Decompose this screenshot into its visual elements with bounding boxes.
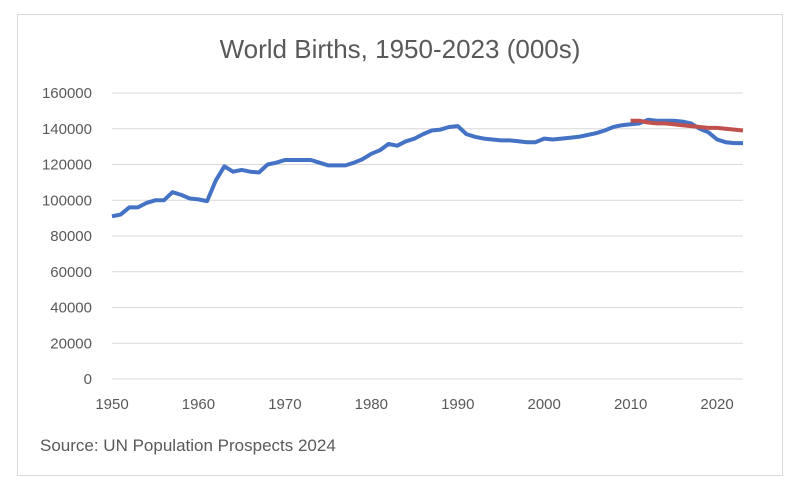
source-note: Source: UN Population Prospects 2024 [40,436,336,455]
x-tick-label: 1950 [95,396,128,413]
x-tick-label: 2000 [528,396,561,413]
series-line-2 [630,118,744,133]
x-tick-label: 1960 [182,396,215,413]
x-tick-label: 2010 [614,396,647,413]
y-tick-label: 140000 [42,121,92,138]
x-axis-labels: 1950 1960 1970 1980 1990 2000 2010 2020 [95,396,733,413]
x-tick-label: 1970 [268,396,301,413]
x-tick-label: 2020 [700,396,733,413]
y-tick-label: 160000 [42,85,92,102]
x-tick-label: 1980 [355,396,388,413]
chart-title: World Births, 1950-2023 (000s) [220,34,581,64]
series-line-1 [111,117,743,219]
y-tick-label: 120000 [42,157,92,174]
y-axis-labels: 0 20000 40000 60000 80000 100000 120000 140000 1… [42,85,92,388]
y-tick-label: 0 [84,371,92,388]
chart-frame [17,14,783,476]
y-tick-label: 40000 [50,300,92,317]
gridlines [112,92,743,344]
y-tick-label: 20000 [50,335,92,352]
x-tick-label: 1990 [441,396,474,413]
y-tick-label: 100000 [42,192,92,209]
y-tick-label: 60000 [50,264,92,281]
y-tick-label: 80000 [50,228,92,245]
series-lines [111,117,744,219]
